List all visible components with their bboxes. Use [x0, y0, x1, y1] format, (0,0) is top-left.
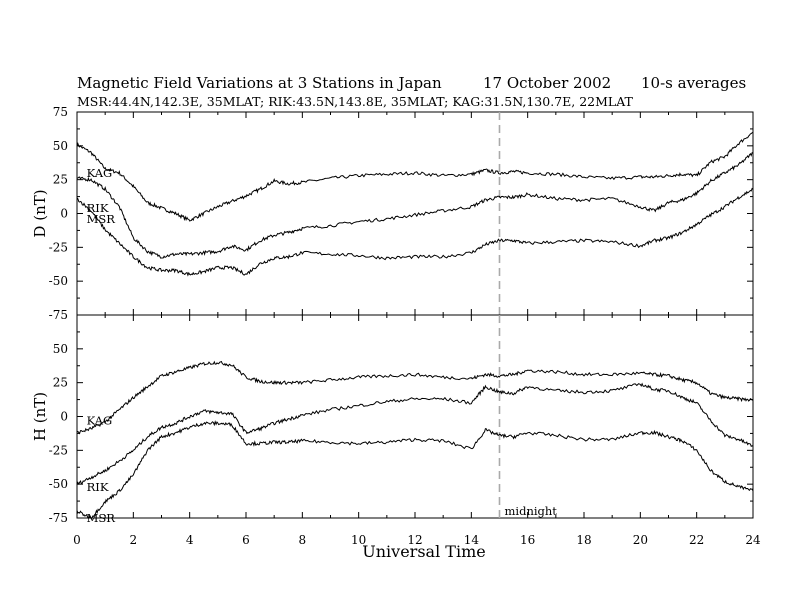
x-tick-label: 8: [299, 533, 307, 547]
series-line-msr: [76, 420, 754, 519]
x-tick-label: 6: [242, 533, 250, 547]
series-label-msr: MSR: [87, 212, 116, 226]
series-line-kag: [76, 360, 754, 435]
x-tick-label: 24: [745, 533, 761, 547]
x-tick-label: 20: [633, 533, 648, 547]
x-tick-label: 18: [576, 533, 591, 547]
x-tick-label: 0: [73, 533, 81, 547]
series-label-rik: RIK: [87, 480, 109, 494]
y-tick-label: -25: [49, 443, 68, 457]
y-tick-label: -75: [49, 511, 68, 525]
y-axis-label: D (nT): [31, 189, 49, 237]
y-tick-label: 0: [60, 410, 68, 424]
y-tick-label: -50: [49, 274, 68, 288]
series-label-kag: KAG: [87, 414, 113, 428]
x-tick-label: 22: [689, 533, 704, 547]
series-line-msr: [76, 187, 754, 277]
x-tick-label: 2: [130, 533, 138, 547]
y-axis-label: H (nT): [31, 392, 49, 441]
y-tick-label: -75: [49, 308, 68, 322]
chart-date: 17 October 2002: [483, 74, 611, 92]
y-tick-label: 25: [53, 173, 68, 187]
series-label-kag: KAG: [87, 166, 113, 180]
series-label-msr: MSR: [87, 511, 116, 525]
series-label-rik: RIK: [87, 201, 109, 215]
x-tick-label: 10: [351, 533, 366, 547]
series-line-rik: [76, 152, 754, 259]
series-line-rik: [76, 382, 754, 486]
x-tick-label: 4: [186, 533, 194, 547]
x-tick-label: 14: [464, 533, 480, 547]
y-tick-label: 75: [53, 105, 68, 119]
series-line-kag: [76, 131, 754, 222]
x-tick-label: 12: [407, 533, 422, 547]
y-tick-label: -50: [49, 477, 68, 491]
midnight-label: midnight: [505, 504, 558, 518]
y-tick-label: -25: [49, 240, 68, 254]
x-axis-label: Universal Time: [362, 542, 485, 561]
chart-subtitle: MSR:44.4N,142.3E, 35MLAT; RIK:43.5N,143.…: [77, 94, 634, 109]
panel-frame: [76, 314, 754, 519]
chart-averaging: 10-s averages: [641, 74, 746, 92]
y-tick-label: 50: [53, 342, 68, 356]
panel-2: 50 25 0 -25 -50 -75 H (nT) KAG RIK MSR: [31, 314, 754, 525]
chart-title: Magnetic Field Variations at 3 Stations …: [77, 74, 442, 92]
y-tick-label: 50: [53, 139, 68, 153]
y-tick-label: 25: [53, 376, 68, 390]
y-tick-label: 0: [60, 207, 68, 221]
x-tick-label: 16: [520, 533, 535, 547]
